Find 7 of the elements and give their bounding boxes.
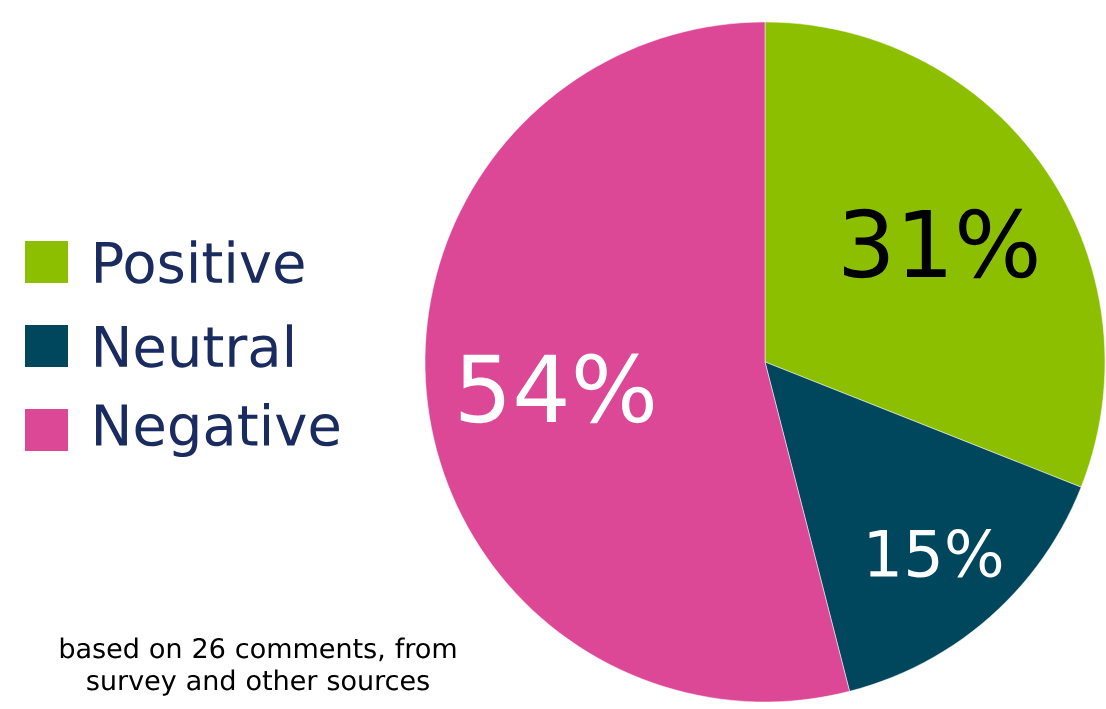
legend-label: Negative bbox=[96, 402, 339, 458]
data-label: 54% bbox=[460, 353, 654, 424]
legend-label: Positive bbox=[96, 240, 304, 284]
data-label: 31% bbox=[844, 208, 1037, 279]
legend-label: Neutral bbox=[96, 324, 292, 368]
data-label: 15% bbox=[869, 529, 1002, 578]
text: based on 26 comments, from survey and other sources bbox=[60, 637, 456, 696]
